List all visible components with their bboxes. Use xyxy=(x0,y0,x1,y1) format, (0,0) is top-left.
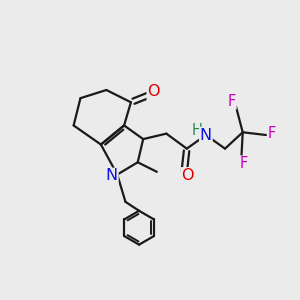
Text: N: N xyxy=(106,168,118,183)
Text: F: F xyxy=(268,126,276,141)
Text: O: O xyxy=(181,168,194,183)
Text: O: O xyxy=(147,84,160,99)
Text: N: N xyxy=(200,128,212,142)
Text: F: F xyxy=(228,94,236,109)
Text: F: F xyxy=(240,156,248,171)
Text: H: H xyxy=(192,123,203,138)
